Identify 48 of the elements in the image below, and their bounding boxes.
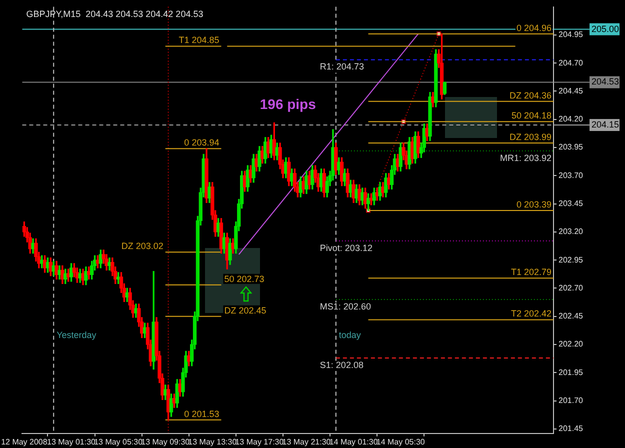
x-tick-label: 13 May 13:30 <box>188 437 238 446</box>
series-label: DZ 202.45 <box>224 305 266 316</box>
y-tick-label: 202.45 <box>558 312 584 321</box>
x-tick-label: 13 May 21:30 <box>282 437 332 446</box>
series-label: 50 202.73 <box>224 274 264 284</box>
y-tick-label: 201.45 <box>558 424 584 434</box>
x-tick-label: 12 May 2008 <box>1 437 48 446</box>
ref-line-label: 204.15 <box>592 119 620 130</box>
series-label: DZ 203.99 <box>510 132 552 142</box>
x-tick-label: 13 May 17:30 <box>235 437 284 446</box>
y-tick-label: 202.20 <box>558 340 584 349</box>
y-tick-label: 201.70 <box>558 396 584 405</box>
chart-title: GBPJPY,M15 204.43 204.53 204.42 204.53 <box>26 8 204 19</box>
x-tick-label: 14 May 01:30 <box>329 437 378 446</box>
x-tick-label: 13 May 09:30 <box>141 437 190 446</box>
ref-line-label: 205.00 <box>592 24 620 34</box>
ref-line-label: 204.53 <box>592 76 620 87</box>
series-label: Pivot: 203.12 <box>320 242 372 253</box>
y-tick-label: 203.95 <box>558 142 584 152</box>
series-label: 0 201.53 <box>184 408 220 419</box>
series-label: T1 204.85 <box>178 35 220 46</box>
annotation: 196 pips <box>260 96 316 112</box>
series-label: 0 203.39 <box>516 200 552 210</box>
y-tick-label: 203.20 <box>558 227 584 236</box>
y-tick-label: 202.95 <box>558 255 584 264</box>
y-tick-label: 203.70 <box>558 170 584 180</box>
y-tick-label: 204.20 <box>558 114 584 124</box>
series-label: MR1: 203.92 <box>500 152 552 163</box>
y-tick-label: 203.45 <box>558 198 584 208</box>
series-label: 50 204.18 <box>511 110 552 121</box>
ref-line-label: today <box>338 330 362 340</box>
y-tick-label: 201.95 <box>558 368 584 377</box>
x-tick-label: 13 May 05:30 <box>94 437 144 446</box>
series-label: DZ 203.02 <box>121 241 164 252</box>
y-tick-label: 202.70 <box>558 283 584 292</box>
x-tick-label: 14 May 05:30 <box>376 437 426 446</box>
y-tick-label: 204.45 <box>558 86 584 96</box>
series-label: S1: 202.08 <box>320 360 364 370</box>
series-label: DZ 204.36 <box>510 90 552 100</box>
ref-line-label: Yesterday <box>56 330 97 340</box>
series-label: T2 202.42 <box>511 308 552 319</box>
series-label: T1 202.79 <box>511 267 552 278</box>
series-label: MS1: 202.60 <box>320 301 371 312</box>
y-tick-label: 204.95 <box>558 30 584 40</box>
series-label: 0 204.96 <box>516 22 552 33</box>
series-label: 0 203.94 <box>184 138 220 148</box>
y-tick-label: 204.70 <box>558 58 584 68</box>
series-label: R1: 204.73 <box>320 62 364 72</box>
